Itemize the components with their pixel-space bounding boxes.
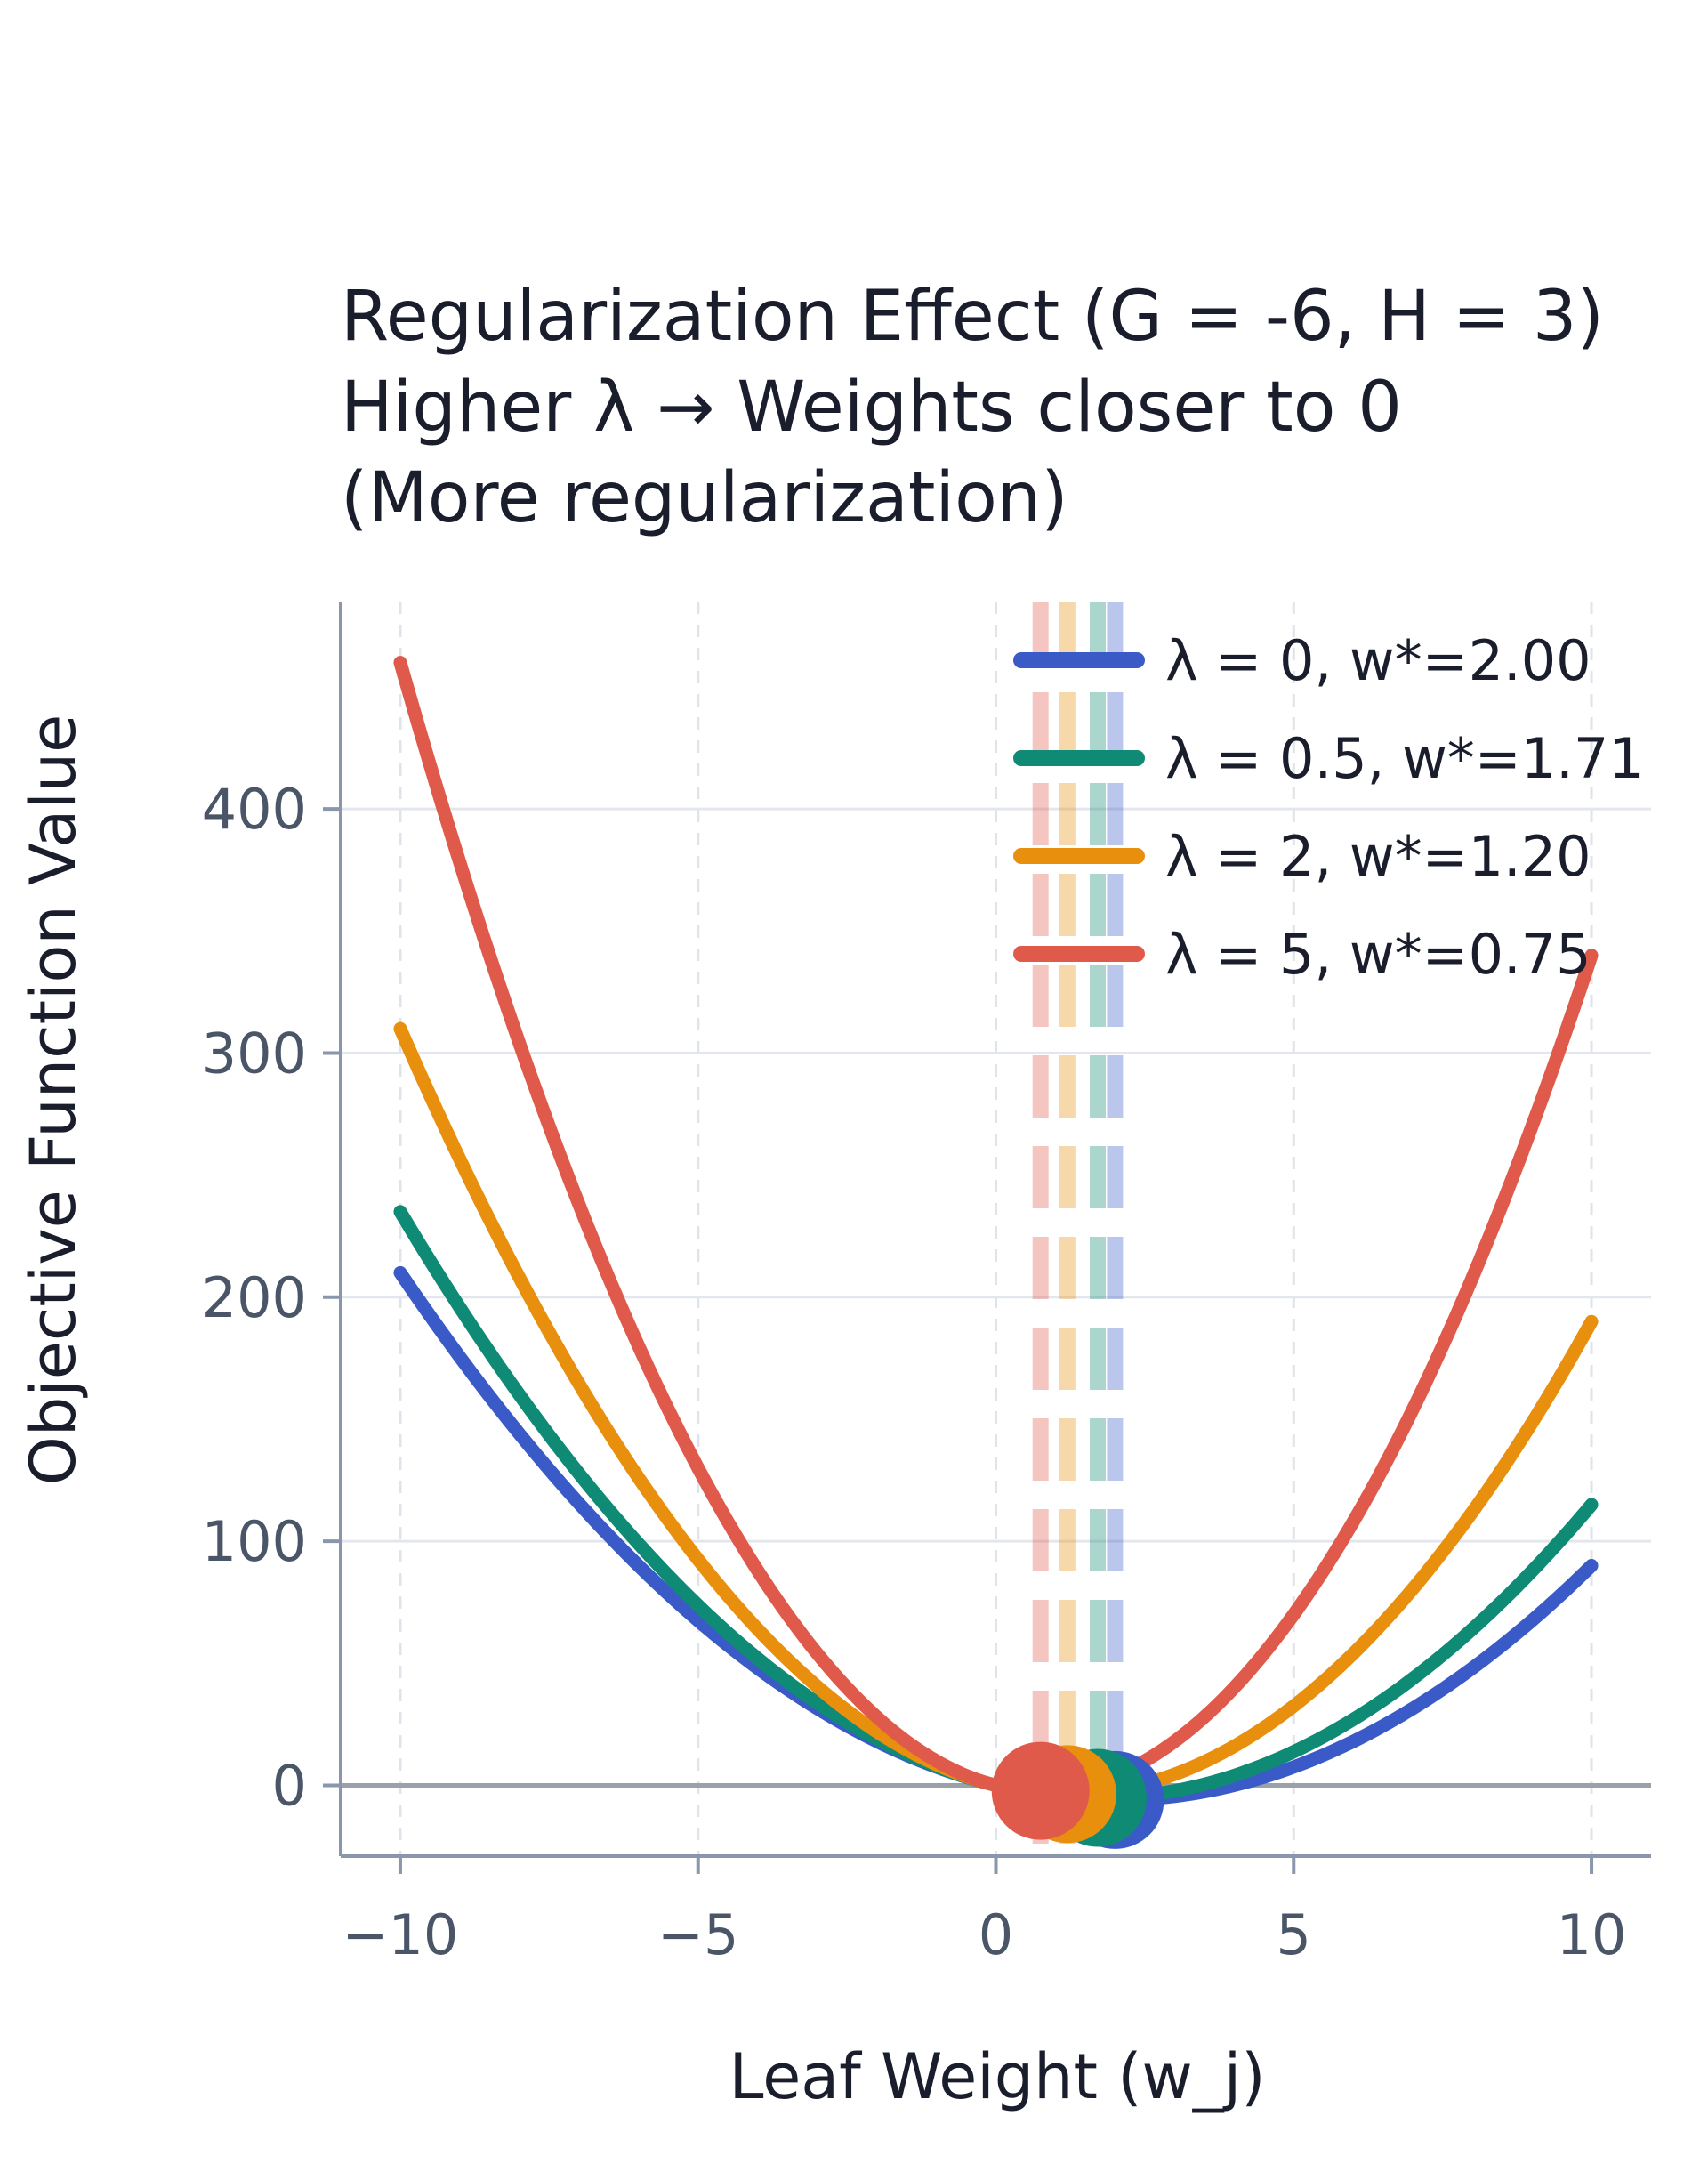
legend-item: λ = 0.5, w*=1.71 bbox=[1013, 726, 1644, 791]
y-axis-label: Objective Function Value bbox=[17, 715, 90, 1485]
y-tick-label: 300 bbox=[202, 1021, 307, 1086]
x-tick-label: 10 bbox=[1557, 1902, 1627, 1967]
legend-item: λ = 0, w*=2.00 bbox=[1013, 628, 1591, 693]
chart-title: Regularization Effect (G = -6, H = 3) Hi… bbox=[341, 277, 1604, 538]
x-tick-label: 0 bbox=[979, 1902, 1013, 1967]
title-line-1: Regularization Effect (G = -6, H = 3) bbox=[341, 277, 1604, 357]
x-tick-label: −10 bbox=[342, 1902, 459, 1967]
title-line-2: Higher λ → Weights closer to 0 bbox=[341, 367, 1402, 448]
optimum-point bbox=[991, 1741, 1090, 1840]
optimum-marker-lines bbox=[1032, 602, 1124, 1856]
y-tick-label: 400 bbox=[202, 777, 307, 842]
legend: λ = 0, w*=2.00 λ = 0.5, w*=1.71 λ = 2, w*=… bbox=[1013, 628, 1644, 987]
legend-label: λ = 0, w*=2.00 bbox=[1165, 628, 1591, 693]
optimum-points bbox=[991, 1741, 1164, 1849]
title-line-3: (More regularization) bbox=[341, 458, 1068, 538]
legend-item: λ = 5, w*=0.75 bbox=[1013, 922, 1591, 987]
legend-label: λ = 2, w*=1.20 bbox=[1165, 824, 1591, 889]
x-axis-ticks: −10 −5 0 5 10 bbox=[342, 1856, 1627, 1967]
legend-label: λ = 5, w*=0.75 bbox=[1165, 922, 1591, 987]
legend-item: λ = 2, w*=1.20 bbox=[1013, 824, 1591, 889]
legend-label: λ = 0.5, w*=1.71 bbox=[1165, 726, 1644, 791]
y-tick-label: 200 bbox=[202, 1265, 307, 1330]
x-tick-label: 5 bbox=[1277, 1902, 1311, 1967]
y-axis-ticks: 0 100 200 300 400 bbox=[202, 777, 341, 1818]
x-tick-label: −5 bbox=[657, 1902, 738, 1967]
x-axis-label: Leaf Weight (w_j) bbox=[729, 2040, 1265, 2113]
y-tick-label: 100 bbox=[202, 1509, 307, 1574]
y-tick-label: 0 bbox=[272, 1753, 307, 1818]
